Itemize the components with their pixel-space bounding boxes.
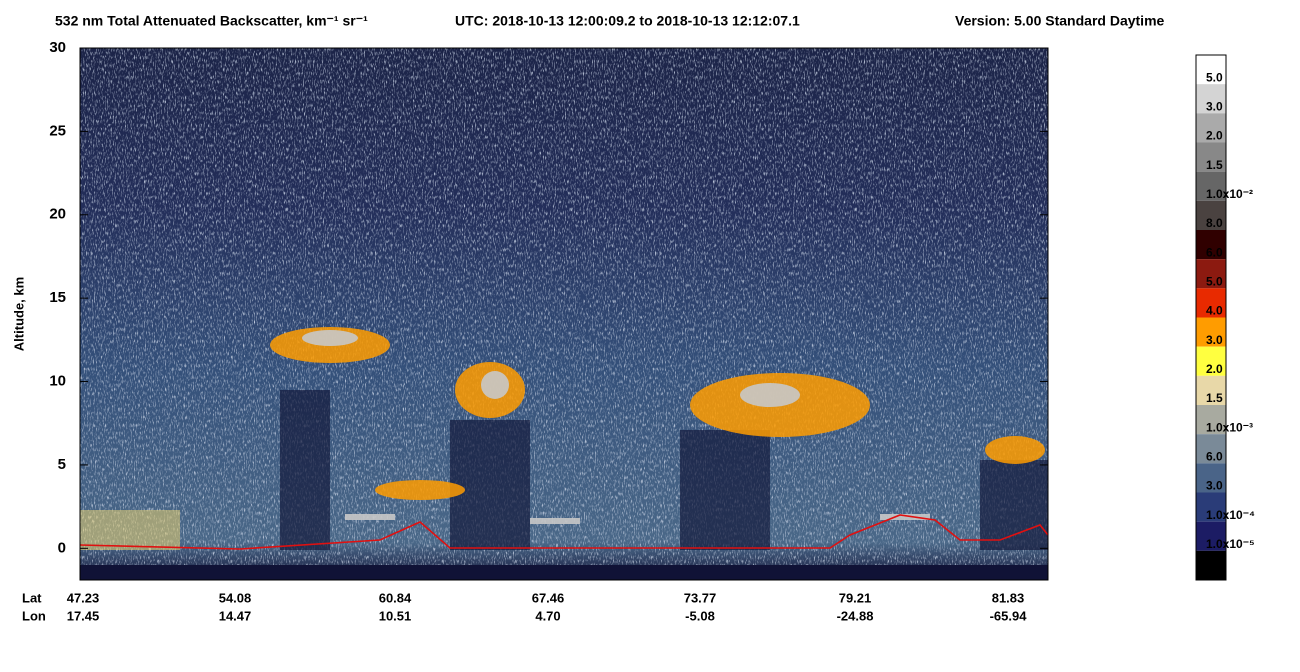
colorbar-label: 1.0x10⁻⁵	[1206, 537, 1255, 551]
lat-label: 81.83	[992, 590, 1025, 605]
colorbar-label: 3.0	[1206, 333, 1223, 347]
lon-label: 4.70	[535, 608, 560, 623]
lat-label: 60.84	[379, 590, 412, 605]
y-tick-label: 30	[49, 39, 66, 56]
colorbar-swatch	[1196, 346, 1226, 376]
colorbar-label: 1.0x10⁻³	[1206, 420, 1253, 434]
colorbar-label: 1.5	[1206, 391, 1223, 405]
colorbar-swatch	[1196, 521, 1226, 551]
colorbar-swatch	[1196, 142, 1226, 172]
colorbar-swatch	[1196, 200, 1226, 230]
lon-label: -65.94	[990, 608, 1028, 623]
colorbar-swatch	[1196, 113, 1226, 143]
y-tick-label: 5	[58, 456, 66, 473]
lon-label: 14.47	[219, 608, 252, 623]
colorbar-label: 1.0x10⁻⁴	[1206, 508, 1255, 522]
lat-label: 47.23	[67, 590, 100, 605]
y-tick-label: 25	[49, 122, 66, 139]
colorbar-label: 3.0	[1206, 479, 1223, 493]
row-name: Lon	[22, 608, 46, 623]
lat-label: 67.46	[532, 590, 565, 605]
chart-title: 532 nm Total Attenuated Backscatter, km⁻…	[55, 13, 368, 29]
colorbar-label: 6.0	[1206, 450, 1223, 464]
y-tick-label: 0	[58, 539, 66, 556]
colorbar-label: 5.0	[1206, 70, 1223, 84]
lat-label: 73.77	[684, 590, 717, 605]
lat-label: 79.21	[839, 590, 872, 605]
colorbar-swatch	[1196, 375, 1226, 405]
colorbar-label: 5.0	[1206, 275, 1223, 289]
lon-label: -5.08	[685, 608, 715, 623]
lon-label: 10.51	[379, 608, 412, 623]
lat-label: 54.08	[219, 590, 252, 605]
lon-label: -24.88	[837, 608, 874, 623]
y-tick-label: 10	[49, 373, 66, 390]
colorbar-swatch	[1196, 288, 1226, 318]
lon-label: 17.45	[67, 608, 100, 623]
colorbar-label: 8.0	[1206, 216, 1223, 230]
colorbar-swatch	[1196, 463, 1226, 493]
colorbar-label: 1.0x10⁻²	[1206, 187, 1253, 201]
colorbar-swatch	[1196, 171, 1226, 201]
version: Version: 5.00 Standard Daytime	[955, 13, 1165, 29]
colorbar-label: 3.0	[1206, 100, 1223, 114]
y-tick-label: 15	[49, 289, 66, 306]
y-tick-label: 20	[49, 206, 66, 223]
colorbar-label: 2.0	[1206, 362, 1223, 376]
colorbar-swatch	[1196, 434, 1226, 464]
colorbar-swatch	[1196, 405, 1226, 435]
colorbar-swatch	[1196, 230, 1226, 260]
colorbar-swatch	[1196, 259, 1226, 289]
colorbar-swatch	[1196, 55, 1226, 85]
y-axis-label: Altitude, km	[11, 277, 26, 351]
colorbar-swatch	[1196, 550, 1226, 580]
row-name: Lat	[22, 590, 42, 605]
colorbar-swatch	[1196, 317, 1226, 347]
colorbar-label: 6.0	[1206, 245, 1223, 259]
colorbar-label: 1.5	[1206, 158, 1223, 172]
colorbar-swatch	[1196, 84, 1226, 114]
colorbar-label: 2.0	[1206, 129, 1223, 143]
chart-subtitle: UTC: 2018-10-13 12:00:09.2 to 2018-10-13…	[455, 13, 800, 29]
plot-frame	[79, 47, 1049, 581]
colorbar-frame	[1195, 54, 1227, 581]
backscatter-image	[80, 48, 1048, 580]
colorbar-swatch	[1196, 492, 1226, 522]
colorbar-label: 4.0	[1206, 304, 1223, 318]
